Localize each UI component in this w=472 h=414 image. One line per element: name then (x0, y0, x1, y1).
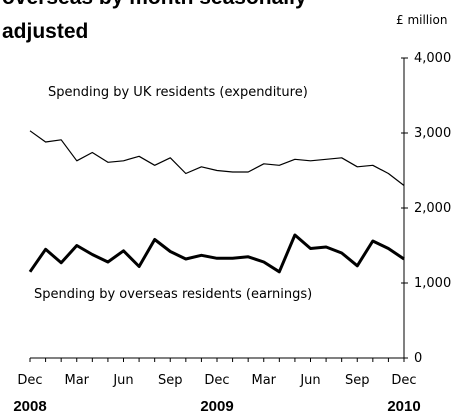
series-label-uk-residents: Spending by UK residents (expenditure) (48, 85, 308, 100)
x-tick-label: Sep (345, 373, 370, 388)
y-tick-label: 0 (414, 351, 422, 366)
x-tick-label: Mar (64, 373, 89, 388)
x-tick-label: Mar (251, 373, 276, 388)
series-line-uk-residents (29, 130, 405, 186)
y-tick-label: 1,000 (414, 276, 451, 291)
series-label-overseas-residents: Spending by overseas residents (earnings… (34, 287, 312, 302)
x-tick-label: Dec (204, 373, 229, 388)
y-tick-label: 4,000 (414, 51, 451, 66)
year-label: 2008 (13, 398, 46, 414)
y-tick-label: 2,000 (414, 201, 451, 216)
year-label: 2009 (200, 398, 233, 414)
year-label: 2010 (387, 398, 420, 414)
x-tick-label: Jun (112, 373, 133, 388)
x-tick-label: Dec (391, 373, 416, 388)
plot-area (28, 130, 405, 274)
x-tick-label: Dec (17, 373, 42, 388)
unit-label: £ million (396, 13, 447, 27)
series-line-overseas-residents (28, 233, 405, 274)
axes: 0 1,000 2,000 3,000 4,000 Dec Mar Jun Sep Dec Mar J… (13, 51, 451, 414)
chart-title-line-2: adjusted (2, 20, 88, 43)
x-tick-label: Jun (299, 373, 320, 388)
chart-title-line-1: overseas by month seasonally (2, 0, 307, 9)
y-tick-label: 3,000 (414, 126, 451, 141)
x-tick-label: Sep (158, 373, 183, 388)
